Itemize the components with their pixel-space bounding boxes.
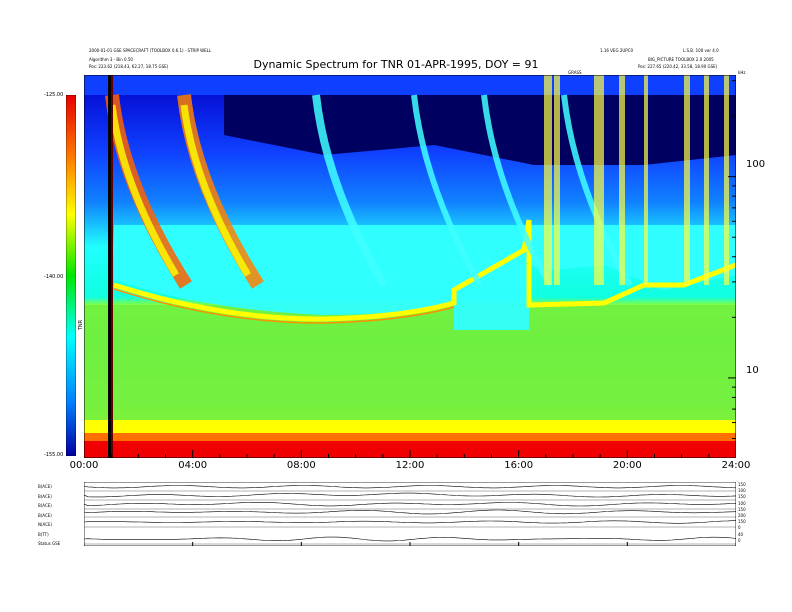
spectrum-data-gap-edge: [111, 75, 113, 458]
aux-frame: [84, 482, 736, 546]
aux-right-label: 150: [738, 494, 746, 500]
spectrum-band-red: [84, 441, 736, 458]
spectrum-top-strip: [84, 75, 736, 95]
spectrum-band-orange: [84, 433, 736, 443]
spectrum-spike: [619, 75, 625, 285]
aux-row-label: Status GSE: [38, 541, 61, 546]
aux-right-label: 150: [738, 519, 746, 525]
aux-row-label: B(ACE): [38, 484, 52, 489]
x-tick-label: 00:00: [69, 460, 99, 471]
colorbar: [66, 95, 76, 456]
right-axis-tick-10: 10: [746, 365, 759, 376]
x-tick-label: 24:00: [721, 460, 751, 471]
aux-right-label: 200: [738, 513, 746, 518]
aux-right-label: 0: [738, 537, 741, 543]
spectrum-spike: [644, 75, 648, 285]
aux-row-label: B(ACE): [38, 503, 52, 508]
aux-trace: [84, 536, 736, 542]
aux-right-label: 100: [738, 500, 746, 506]
aux-trace: [84, 492, 736, 498]
colorbar-label-mid: -140.00: [44, 274, 64, 280]
header-right-line4: Pos: 227.65 (220.42, 33.58, 18.90 GSE): [638, 64, 718, 69]
spectrum-cyan-region: [114, 225, 736, 330]
spectrum-band-yellow: [84, 420, 736, 435]
spectrum-spike: [684, 75, 690, 285]
aux-row-label: N(ACE): [38, 522, 53, 527]
spectrum-burst-core: [108, 104, 180, 277]
header-left-line2: Algorithm 3 - Bin 0.50: [89, 57, 133, 62]
aux-row-label: B(ACE): [38, 493, 52, 499]
aux-trace: [84, 520, 736, 524]
spectrum-spike: [544, 75, 552, 285]
header-left-line3: Pos: 223.62 (218.43, 62.27, 18.75 GSE): [89, 64, 169, 69]
spectrum-spike: [724, 75, 729, 285]
spectrum-burst: [411, 94, 483, 287]
x-tick-label: 20:00: [612, 460, 642, 471]
spectrum-burst: [312, 94, 388, 288]
spectrum-spike: [554, 75, 560, 285]
spectrum-dark-region: [224, 95, 736, 165]
aux-right-label: 100: [738, 488, 746, 494]
header-mid-small: GRASS: [568, 70, 582, 75]
spectrum-burst-core: [180, 104, 252, 277]
spectrum-plasma-line-orange: [113, 288, 455, 324]
aux-right-label: 150: [738, 482, 746, 487]
aux-row-label: B(TT): [38, 531, 49, 537]
header-right-line3: BIG_PICTURE TOOLBOX 2.0 2005: [648, 57, 714, 62]
chart-title: Dynamic Spectrum for TNR 01-APR-1995, DO…: [253, 58, 539, 71]
header-right-line2: L.S.B. 100 ver 4.0: [683, 48, 719, 53]
spectrum-spike: [704, 75, 709, 285]
right-axis-unit: kHz: [738, 70, 746, 75]
header-left-line1: 2000-01-01 GSE SPACECRAFT (TOOLBOX 0.6.1…: [89, 48, 212, 53]
spectrogram-plot: [84, 75, 736, 458]
spectrum-burst: [481, 94, 553, 287]
colorbar-label-top: -125.00: [44, 92, 64, 98]
aux-right-label: 40: [738, 531, 744, 537]
spectrum-band-green: [84, 305, 736, 430]
spectrum-data-gap: [108, 75, 111, 458]
right-axis-tick-100: 100: [746, 159, 766, 170]
aux-trace: [84, 509, 736, 515]
aux-trace: [84, 485, 736, 489]
aux-right-label: 0: [738, 525, 741, 531]
aux-right-label: 150: [738, 506, 746, 512]
aux-trace: [84, 502, 736, 507]
x-tick-label: 04:00: [178, 460, 208, 471]
x-tick-label: 08:00: [286, 460, 316, 471]
spectrum-burst: [561, 94, 633, 287]
aux-row-label: B(ACE): [38, 512, 52, 518]
spectrum-plasma-line: [113, 219, 736, 322]
spectrum-spike: [594, 75, 604, 285]
header-right-line1: 1.16 VEG 2UPC0: [600, 48, 634, 53]
x-tick-label: 12:00: [395, 460, 425, 471]
colorbar-label-bottom: -155.00: [44, 452, 64, 458]
x-tick-label: 16:00: [504, 460, 534, 471]
